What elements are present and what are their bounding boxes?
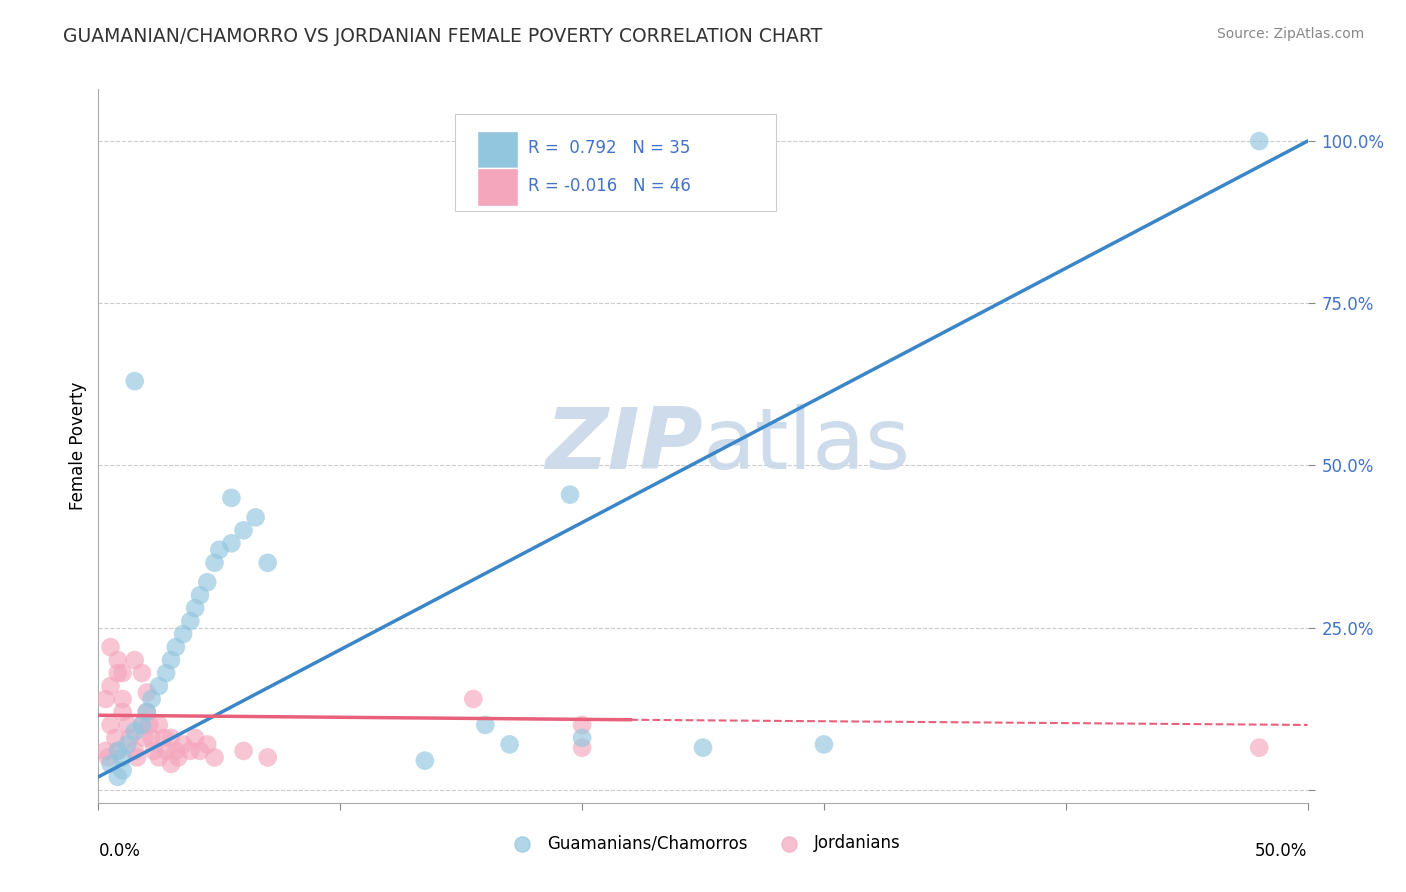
Point <box>134 731 156 745</box>
Point <box>221 491 243 505</box>
Text: GUAMANIAN/CHAMORRO VS JORDANIAN FEMALE POVERTY CORRELATION CHART: GUAMANIAN/CHAMORRO VS JORDANIAN FEMALE P… <box>63 27 823 45</box>
Point <box>100 756 122 771</box>
Point <box>107 770 129 784</box>
Point <box>111 692 134 706</box>
Point <box>195 738 218 752</box>
Point <box>104 731 127 745</box>
Point <box>124 653 146 667</box>
Point <box>148 679 170 693</box>
Point <box>148 750 170 764</box>
Point <box>172 738 194 752</box>
Point <box>141 731 163 745</box>
Point <box>204 556 226 570</box>
Point <box>165 640 187 654</box>
Point <box>143 744 166 758</box>
Point <box>232 524 254 538</box>
Point <box>127 750 149 764</box>
Point <box>165 744 187 758</box>
Point <box>413 754 436 768</box>
Point <box>94 692 117 706</box>
Point <box>152 731 174 745</box>
Point <box>131 718 153 732</box>
Text: R = -0.016   N = 46: R = -0.016 N = 46 <box>527 177 690 195</box>
Point <box>167 750 190 764</box>
Point <box>100 718 122 732</box>
Point <box>692 740 714 755</box>
Point <box>195 575 218 590</box>
Point <box>97 750 120 764</box>
Point <box>135 705 157 719</box>
Point <box>124 374 146 388</box>
Point <box>160 653 183 667</box>
Point <box>111 666 134 681</box>
Point <box>107 666 129 681</box>
Point <box>141 692 163 706</box>
Point <box>94 744 117 758</box>
Point <box>172 627 194 641</box>
Text: ZIP: ZIP <box>546 404 703 488</box>
Point <box>111 764 134 778</box>
Text: Source: ZipAtlas.com: Source: ZipAtlas.com <box>1216 27 1364 41</box>
Point <box>118 731 141 745</box>
Point <box>179 614 201 628</box>
Point <box>498 738 520 752</box>
Point <box>571 731 593 745</box>
Point <box>1249 134 1271 148</box>
FancyBboxPatch shape <box>477 130 517 168</box>
Point <box>160 756 183 771</box>
Point <box>148 718 170 732</box>
Point <box>558 488 581 502</box>
Legend: Guamanians/Chamorros, Jordanians: Guamanians/Chamorros, Jordanians <box>499 828 907 859</box>
Point <box>184 731 207 745</box>
Point <box>135 685 157 699</box>
Point <box>245 510 267 524</box>
Point <box>188 744 211 758</box>
Point <box>463 692 485 706</box>
Point <box>256 556 278 570</box>
Point <box>111 750 134 764</box>
Y-axis label: Female Poverty: Female Poverty <box>69 382 87 510</box>
Point <box>100 640 122 654</box>
Point <box>138 718 160 732</box>
Point <box>813 738 835 752</box>
Point <box>474 718 496 732</box>
Point <box>256 750 278 764</box>
Text: 50.0%: 50.0% <box>1256 842 1308 860</box>
Point <box>221 536 243 550</box>
Text: atlas: atlas <box>703 404 911 488</box>
Point <box>124 724 146 739</box>
Point <box>111 705 134 719</box>
Point <box>160 731 183 745</box>
Point <box>124 744 146 758</box>
Point <box>571 740 593 755</box>
Point <box>155 744 177 758</box>
Point <box>571 718 593 732</box>
Point <box>1249 740 1271 755</box>
Point <box>232 744 254 758</box>
Point <box>100 679 122 693</box>
Text: 0.0%: 0.0% <box>98 842 141 860</box>
Point <box>155 666 177 681</box>
Point <box>208 542 231 557</box>
Point <box>179 744 201 758</box>
Point <box>117 718 139 732</box>
Point <box>107 653 129 667</box>
Point <box>131 666 153 681</box>
Text: R =  0.792   N = 35: R = 0.792 N = 35 <box>527 139 690 157</box>
Point <box>107 744 129 758</box>
Point <box>107 744 129 758</box>
Point <box>188 588 211 602</box>
Point <box>117 738 139 752</box>
FancyBboxPatch shape <box>477 169 517 205</box>
Point <box>135 705 157 719</box>
Point <box>184 601 207 615</box>
FancyBboxPatch shape <box>456 114 776 211</box>
Point <box>131 718 153 732</box>
Point <box>204 750 226 764</box>
